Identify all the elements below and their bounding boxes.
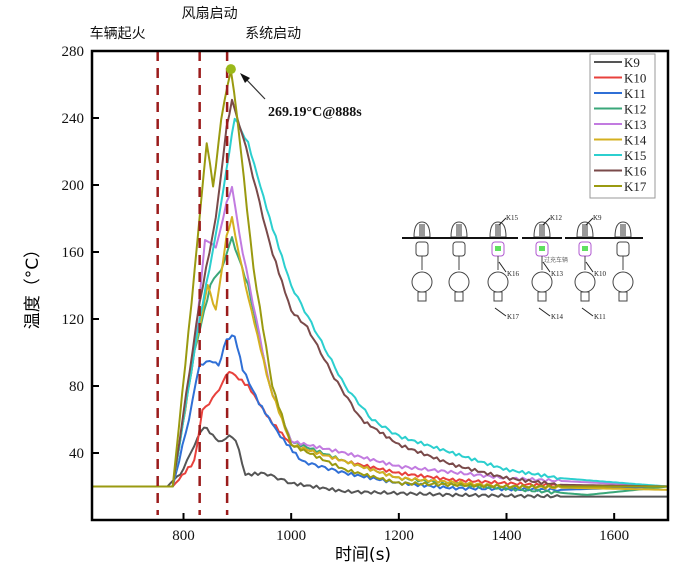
peak-marker	[225, 64, 236, 75]
vehicle-body	[452, 241, 466, 257]
y-tick-label: 280	[62, 44, 85, 60]
sensor-leader	[498, 217, 507, 226]
sensor-label: K15	[506, 214, 519, 222]
sensor-label: K9	[593, 214, 602, 222]
sensor-leader	[494, 307, 507, 317]
y-tick-label: 80	[69, 379, 84, 395]
battery-marker	[582, 246, 588, 251]
legend-label: K17	[624, 179, 647, 194]
vehicle-base	[612, 271, 634, 293]
event-label: 系统启动	[245, 26, 301, 42]
legend-label: K11	[624, 86, 646, 101]
legend-label: K15	[624, 148, 646, 163]
axis-ticks: 800 1000 1200 1400 1600 40 80 120 160 200 240 280	[62, 44, 630, 544]
vehicle-base	[448, 271, 470, 293]
battery-marker	[495, 246, 501, 251]
sensor-leader	[542, 217, 551, 226]
sensor-leader	[581, 307, 594, 317]
legend-label: K10	[624, 71, 646, 86]
legend-label: K14	[624, 133, 647, 148]
vehicle-sensor-diagram: K15 K16 K17 K12 K13 K14 K9 K10 K11 过充车辆	[402, 214, 643, 321]
vehicle-figure	[603, 221, 643, 302]
vehicle-core	[539, 224, 545, 237]
vehicle-core	[495, 224, 501, 237]
vehicle-core	[456, 224, 462, 237]
y-tick-label: 40	[69, 446, 84, 462]
battery-marker	[539, 246, 545, 251]
x-axis-title: 时间(s)	[335, 545, 391, 565]
overcharged-vehicle-label: 过充车辆	[544, 256, 568, 264]
y-axis-title: 温度（°C）	[23, 241, 43, 329]
vehicle-figure	[439, 221, 479, 302]
y-tick-label: 120	[62, 312, 85, 328]
sensor-leader	[585, 261, 594, 273]
sensor-label: K10	[594, 270, 607, 278]
legend-label: K9	[624, 55, 640, 70]
vehicle-figure: K9 K10 K11	[565, 214, 607, 321]
series-line-k17	[92, 69, 668, 489]
series-line-k9	[92, 426, 668, 499]
arrow-head-icon	[240, 73, 250, 83]
x-tick-label: 1000	[276, 528, 306, 544]
vehicle-figure: K15 K16 K17	[478, 214, 520, 321]
event-label: 车辆起火	[90, 25, 146, 42]
series-lines	[92, 69, 669, 499]
vehicle-base	[487, 271, 509, 293]
series-line-k15	[92, 117, 669, 488]
annotation-arrow	[243, 76, 266, 100]
x-tick-label: 1200	[384, 528, 414, 544]
sensor-label: K12	[550, 214, 563, 222]
plot-frame	[90, 49, 670, 522]
x-tick-label: 1600	[599, 528, 629, 544]
legend-label: K16	[624, 164, 647, 179]
vehicle-core	[419, 224, 425, 237]
vehicle-foot	[417, 291, 427, 302]
sensor-leader	[542, 261, 551, 273]
sensor-label: K14	[551, 313, 564, 321]
y-tick-label: 160	[62, 245, 85, 261]
sensor-leader	[538, 307, 551, 317]
vehicle-foot	[618, 291, 628, 302]
vehicle-core	[620, 224, 626, 237]
legend-label: K12	[624, 102, 646, 117]
sensor-leader	[498, 261, 507, 273]
vehicle-figure	[402, 221, 442, 302]
sensor-label: K11	[594, 313, 606, 321]
vehicle-core	[582, 224, 588, 237]
vehicle-foot	[580, 291, 590, 302]
event-label: 风扇启动	[182, 6, 238, 22]
vehicle-base	[411, 271, 433, 293]
vehicle-foot	[493, 291, 503, 302]
vehicle-body	[616, 241, 630, 257]
vehicle-figure: K12 K13 K14	[522, 214, 564, 321]
series-line-k16	[92, 98, 669, 488]
y-tick-label: 200	[62, 178, 85, 194]
x-tick-label: 800	[172, 528, 195, 544]
vehicle-base	[531, 271, 553, 293]
vehicle-foot	[537, 291, 547, 302]
series-line-k11	[92, 334, 669, 493]
peak-annotation-label: 269.19°C@888s	[268, 105, 362, 120]
vehicle-body	[415, 241, 429, 257]
legend-label: K13	[624, 117, 646, 132]
x-tick-label: 1400	[492, 528, 522, 544]
sensor-label: K17	[507, 313, 520, 321]
y-tick-label: 240	[62, 111, 85, 127]
sensor-label: K13	[551, 270, 564, 278]
sensor-leader	[585, 217, 594, 226]
vehicle-base	[574, 271, 596, 293]
peak-annotation: 269.19°C@888s	[225, 64, 362, 120]
vehicle-foot	[454, 291, 464, 302]
sensor-label: K16	[507, 270, 520, 278]
